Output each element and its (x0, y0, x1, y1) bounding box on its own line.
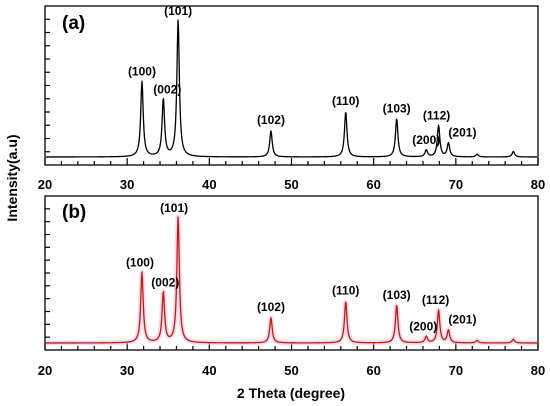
peak-label: (100) (128, 65, 156, 79)
peak-label: (101) (160, 201, 188, 215)
panel-b: (b) 20 30 40 50 60 70 80 (100)(002)(101)(102)(… (38, 195, 545, 378)
x-tick-label: 60 (366, 177, 380, 192)
peak-label: (201) (448, 312, 476, 326)
x-tick-label: 30 (120, 177, 134, 192)
peak-label: (102) (257, 300, 285, 314)
peak-label: (101) (164, 4, 192, 18)
series-line-b (45, 216, 538, 344)
x-axis-label: 2 Theta (degree) (237, 385, 345, 401)
peak-label: (112) (422, 293, 449, 307)
panel-a-peak-labels: (100) (002) (101) (102) (110) (103) (200) (112)… (128, 4, 476, 147)
peak-label: (201) (448, 125, 476, 139)
panel-b-axis-ticks: 20 30 40 50 60 70 80 (38, 208, 545, 378)
x-tick-label: 30 (120, 363, 134, 378)
peak-label: (112) (423, 108, 450, 122)
peak-label: (110) (332, 283, 359, 297)
peak-label: (102) (257, 113, 285, 127)
x-tick-label: 40 (202, 363, 216, 378)
panel-b-frame (44, 195, 539, 351)
x-tick-label: 60 (366, 363, 380, 378)
series-line-a (45, 19, 538, 158)
peak-label: (103) (383, 288, 411, 302)
x-tick-label: 80 (531, 177, 545, 192)
x-tick-label: 50 (284, 363, 298, 378)
x-tick-label: 20 (38, 177, 52, 192)
x-tick-label: 70 (449, 177, 463, 192)
panel-b-label: (b) (62, 202, 86, 223)
x-tick-label: 20 (38, 363, 52, 378)
peak-label: (103) (383, 102, 411, 116)
peak-label: (002) (153, 82, 181, 96)
panel-a: (a) 20 30 40 50 60 70 80 (100)(002)(101)(102)(… (38, 4, 545, 192)
peak-label: (110) (332, 94, 359, 108)
x-tick-label: 80 (531, 363, 545, 378)
panel-b-peak-labels: (100) (002) (101) (102) (110) (103) (200) (112)… (126, 201, 476, 334)
peak-label: (200) (409, 320, 437, 334)
panel-a-series (45, 19, 538, 158)
panel-a-label: (a) (62, 13, 85, 34)
x-tick-label: 40 (202, 177, 216, 192)
panel-a-axis-ticks: 20 30 40 50 60 70 80 (38, 18, 545, 192)
peak-label: (002) (151, 276, 179, 290)
peak-label: (100) (126, 255, 154, 269)
x-tick-label: 70 (449, 363, 463, 378)
x-tick-label: 50 (284, 177, 298, 192)
peak-label: (200) (412, 133, 440, 147)
panel-b-series (44, 214, 539, 346)
panel-a-frame (44, 5, 539, 166)
y-axis-label: Intensity(a.u) (4, 134, 20, 221)
